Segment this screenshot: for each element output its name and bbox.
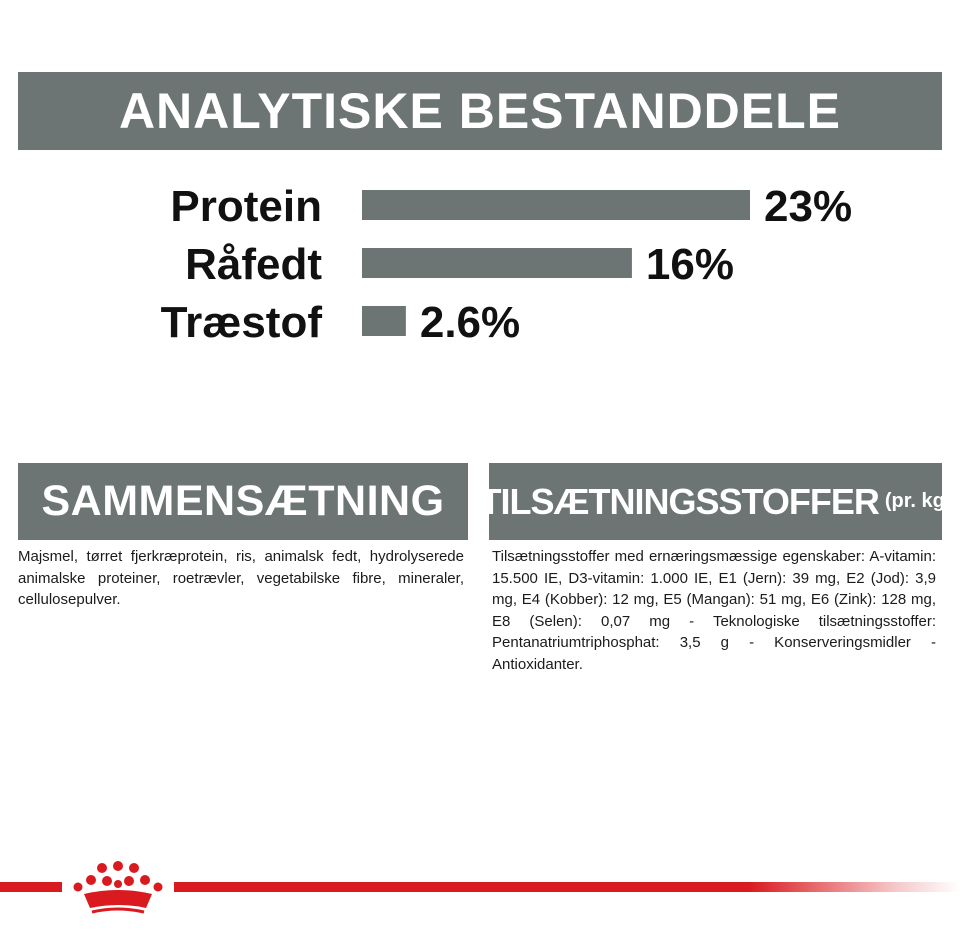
additives-text: Tilsætningsstoffer med ernæringsmæssige …: [492, 548, 936, 673]
value-label-r-fedt: 16%: [646, 240, 734, 289]
additives-title: TILSÆTNINGSSTOFFER: [489, 480, 880, 522]
analytics-heading: ANALYTISKE BESTANDDELE: [118, 83, 842, 139]
analytics-heading-banner: ANALYTISKE BESTANDDELE: [18, 72, 942, 150]
bar-tr-stof: [362, 306, 406, 336]
value-label-tr-stof: 2.6%: [420, 298, 520, 347]
category-label-tr-stof: Træstof: [161, 298, 323, 347]
category-label-r-fedt: Råfedt: [185, 240, 322, 289]
category-label-protein: Protein: [170, 182, 322, 231]
composition-text: Majsmel, tørret fjerkræprotein, ris, ani…: [18, 548, 464, 609]
nutrient-bar-chart: Protein 23% Råfedt 16% Træstof 2.6%: [161, 182, 852, 347]
value-label-protein: 23%: [764, 182, 852, 231]
bar-protein: [362, 190, 750, 220]
additives-unit: (pr. kg): [884, 490, 942, 512]
footer-red-line: [0, 882, 960, 892]
bar-r-fedt: [362, 248, 632, 278]
composition-banner: SAMMENSÆTNING: [18, 463, 468, 540]
royal-canin-crown-icon: [73, 861, 163, 914]
additives-banner: TILSÆTNINGSSTOFFER (pr. kg): [489, 463, 942, 540]
composition-title: SAMMENSÆTNING: [41, 477, 445, 525]
